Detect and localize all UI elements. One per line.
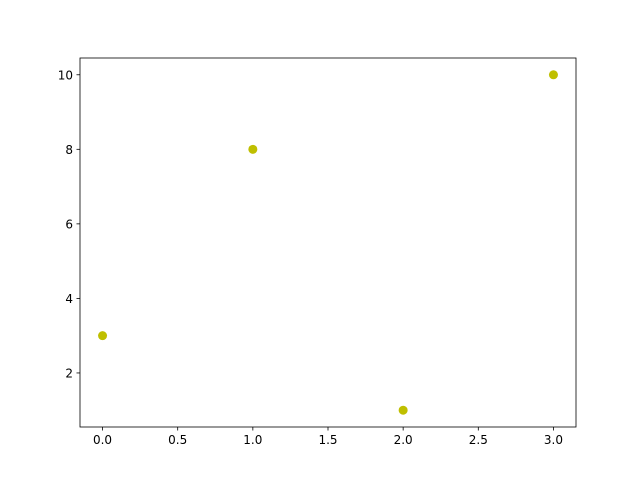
data-point xyxy=(248,144,258,154)
x-tick-label: 2.0 xyxy=(394,433,413,447)
data-point xyxy=(398,405,408,415)
data-point xyxy=(98,331,108,341)
x-tick-label: 3.0 xyxy=(544,433,563,447)
x-tick-label: 1.0 xyxy=(243,433,262,447)
x-tick-label: 2.5 xyxy=(469,433,488,447)
axes-frame xyxy=(79,57,577,428)
x-tick-label: 1.5 xyxy=(318,433,337,447)
plot-background xyxy=(80,58,576,427)
x-axis: 0.0 0.5 1.0 1.5 2.0 2.5 3.0 xyxy=(93,427,563,447)
y-axis: 2 4 6 8 10 xyxy=(58,68,80,380)
y-tick-label: 4 xyxy=(65,292,73,306)
y-tick-label: 10 xyxy=(58,68,73,82)
x-tick-label: 0.0 xyxy=(93,433,112,447)
x-tick-label: 0.5 xyxy=(168,433,187,447)
y-tick-label: 2 xyxy=(65,366,73,380)
data-points xyxy=(98,70,558,415)
data-point xyxy=(548,70,558,80)
y-tick-label: 8 xyxy=(65,143,73,157)
y-tick-label: 6 xyxy=(65,217,73,231)
